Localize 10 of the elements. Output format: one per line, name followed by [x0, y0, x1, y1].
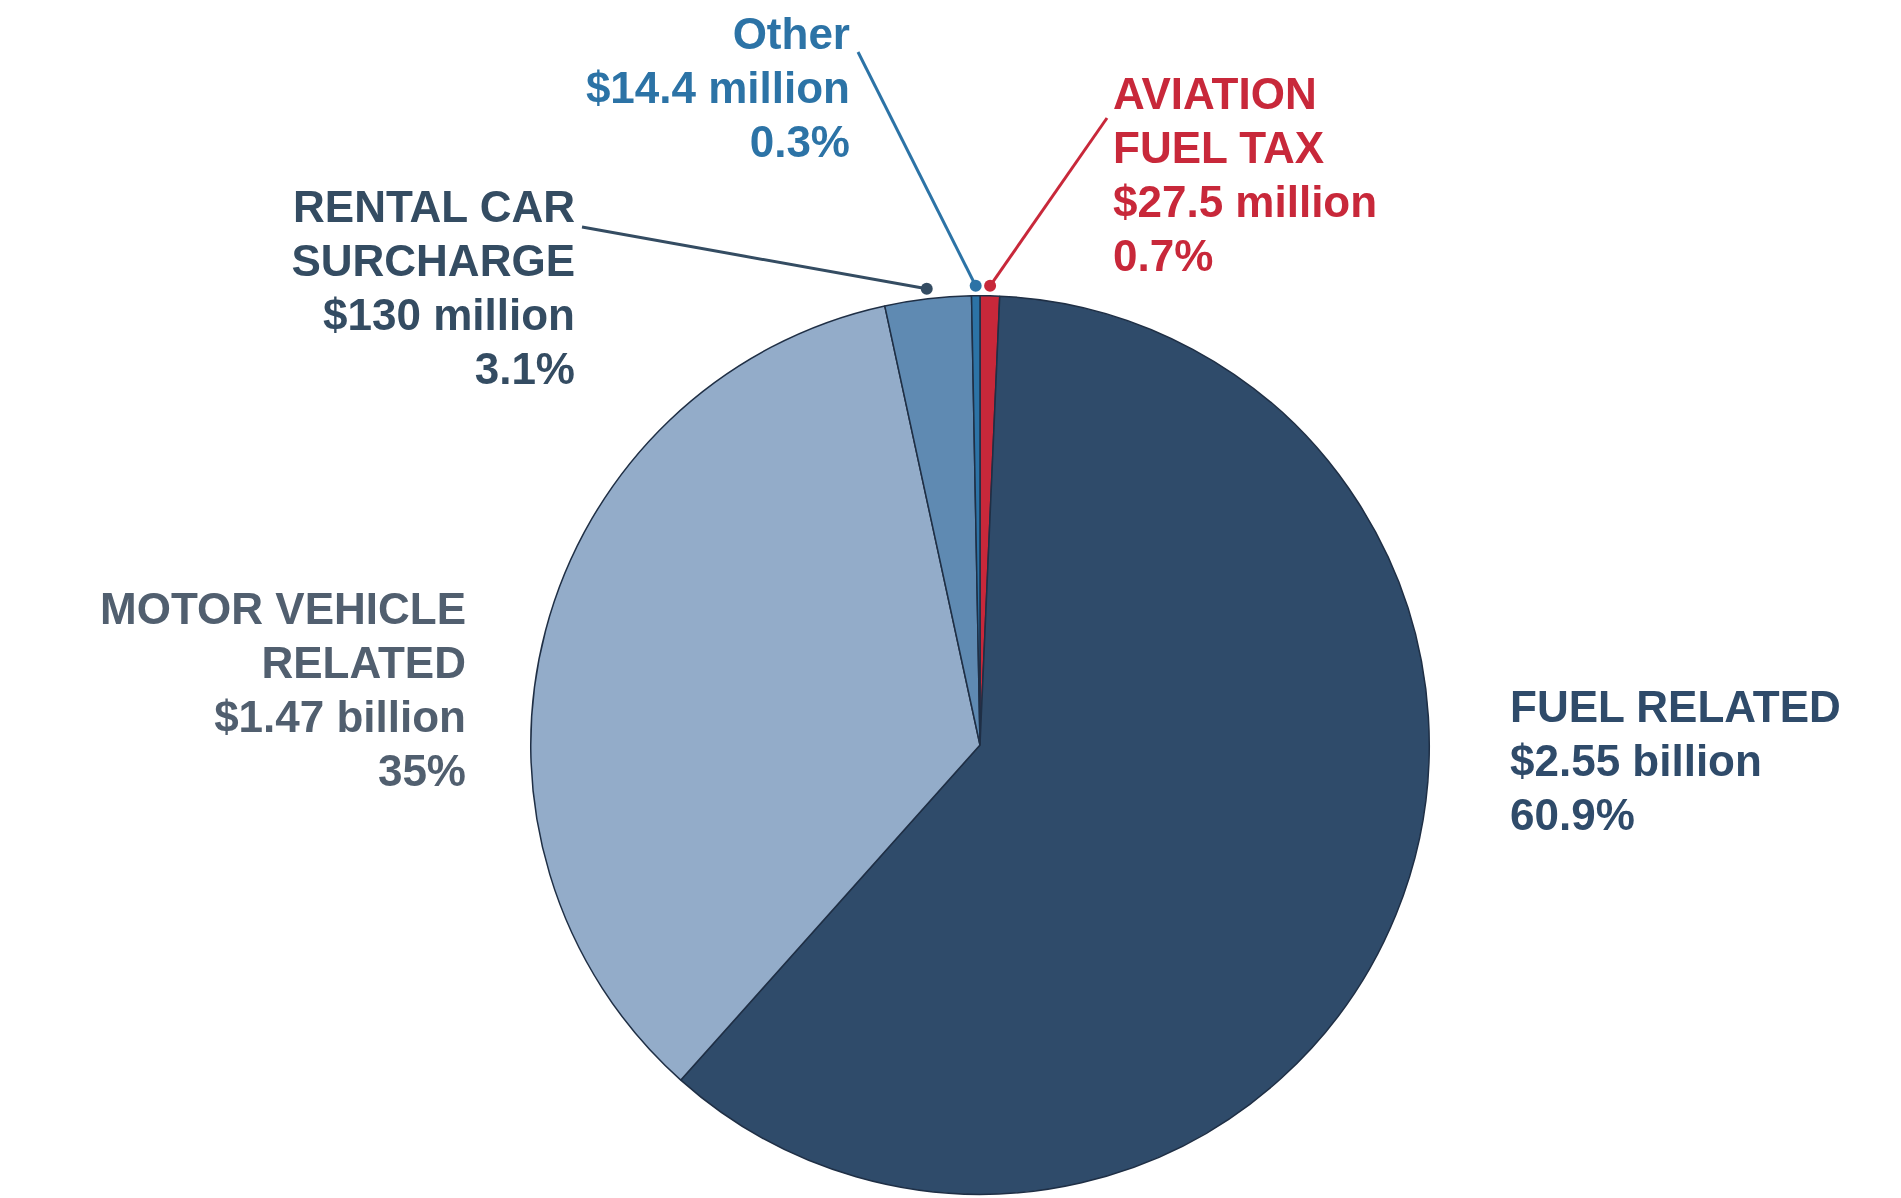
data-label: $27.5 million 0.7%: [1113, 177, 1378, 281]
data-label: $2.55 billion 60.9%: [1510, 736, 1762, 840]
data-label: $14.4 million 0.3%: [585, 63, 850, 167]
slice-label: Other: [732, 9, 850, 59]
slice-label: RENTAL CAR SURCHARGE: [291, 182, 575, 286]
data-label: $1.47 billion 35%: [214, 692, 466, 796]
slice-label: MOTOR VEHICLE RELATED: [100, 584, 466, 688]
data-label: $130 million 3.1%: [323, 290, 575, 394]
slice-label: AVIATION FUEL TAX: [1113, 69, 1325, 173]
slice-label: FUEL RELATED: [1510, 682, 1841, 732]
